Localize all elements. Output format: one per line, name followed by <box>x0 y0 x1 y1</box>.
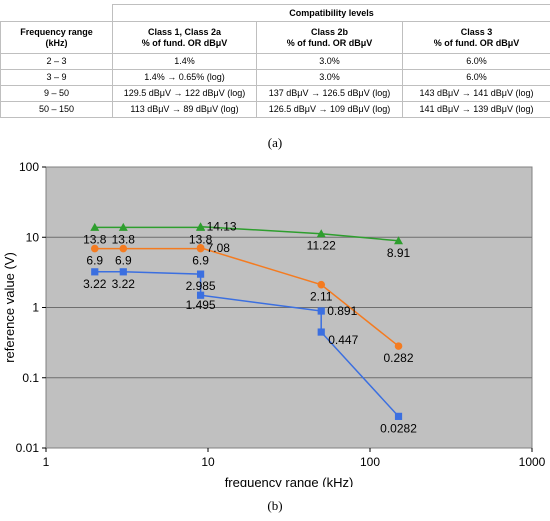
data-label: 3.22 <box>112 277 136 291</box>
table-cell: 141 dBμV → 139 dBμV (log) <box>402 101 550 118</box>
y-tick-label: 1 <box>32 301 39 315</box>
table-cell: 3.0% <box>256 53 403 70</box>
table-corner <box>0 4 113 22</box>
column-header-line1: Class 1, Class 2a <box>147 26 222 37</box>
data-point <box>317 328 325 336</box>
table-cell: 1.4% <box>112 53 257 70</box>
data-point <box>316 229 326 238</box>
range-cell: 2 – 3 <box>0 53 113 70</box>
data-label: 3.22 <box>83 277 107 291</box>
range-cell: 3 – 9 <box>0 69 113 86</box>
range-cell: 50 – 150 <box>0 101 113 118</box>
table-cell: 143 dBμV → 141 dBμV (log) <box>402 85 550 102</box>
data-point <box>196 270 205 278</box>
column-header: Class 1, Class 2a % of fund. OR dBμV <box>112 21 257 54</box>
data-label: 6.9 <box>115 254 132 268</box>
data-point <box>119 244 128 253</box>
data-point <box>317 280 326 289</box>
table-cell: 126.5 dBμV → 109 dBμV (log) <box>256 101 403 118</box>
column-header: Class 2b % of fund. OR dBμV <box>256 21 403 54</box>
data-point <box>394 412 403 420</box>
data-label: 13.8 <box>189 232 213 246</box>
y-tick-label: 10 <box>26 230 40 244</box>
data-label: 7.08 <box>207 241 231 255</box>
column-header-line1: Class 2b <box>310 26 349 37</box>
data-point <box>196 222 206 231</box>
data-label: 1.495 <box>186 298 216 312</box>
data-label: 11.22 <box>307 239 336 253</box>
column-header-line1: Class 3 <box>460 26 493 37</box>
column-header-line2: % of fund. OR dBμV <box>286 37 373 48</box>
compatibility-table: Compatibility levels Frequency range (kH… <box>0 4 550 118</box>
row-header: Frequency range (kHz) <box>0 21 113 54</box>
y-axis-title: reference value (V) <box>2 252 17 363</box>
table-row: 2 – 3 1.4% 3.0% 6.0% <box>0 53 550 70</box>
data-label: 6.9 <box>86 254 103 268</box>
data-label: 0.891 <box>327 304 357 318</box>
x-tick-label: 1 <box>43 455 50 469</box>
data-label: 6.9 <box>192 254 209 268</box>
data-point <box>196 291 205 299</box>
data-label: 2.985 <box>186 279 216 293</box>
group-header: Compatibility levels <box>112 4 550 22</box>
data-point <box>394 236 404 245</box>
data-label: 2.11 <box>310 290 333 304</box>
table-cell: 3.0% <box>256 69 403 86</box>
x-axis-title: frequency range (kHz) <box>225 475 354 487</box>
column-header-line2: % of fund. OR dBμV <box>141 37 228 48</box>
data-label: 13.8 <box>112 232 136 246</box>
column-header-line2: % of fund. OR dBμV <box>433 37 520 48</box>
row-header-line1: Frequency range <box>20 26 93 37</box>
data-label: 14.13 <box>207 220 237 234</box>
data-label: 8.91 <box>387 246 411 260</box>
x-tick-label: 10 <box>201 455 215 469</box>
caption-a: (a) <box>267 135 283 150</box>
table-cell: 129.5 dBμV → 122 dBμV (log) <box>112 85 257 102</box>
data-point <box>90 222 100 231</box>
row-header-line2: (kHz) <box>45 37 68 48</box>
table-row: 9 – 50 129.5 dBμV → 122 dBμV (log) 137 d… <box>0 85 550 102</box>
data-point <box>394 342 403 350</box>
data-point <box>317 307 325 315</box>
table-cell: 113 dBμV → 89 dBμV (log) <box>112 101 257 118</box>
table-cell: 6.0% <box>402 53 550 70</box>
data-label: 13.8 <box>83 232 107 246</box>
table-cell: 6.0% <box>402 69 550 86</box>
range-cell: 9 – 50 <box>0 85 113 102</box>
data-point <box>119 268 127 276</box>
data-label: 0.447 <box>328 333 358 347</box>
reference-value-chart: 0.01 0.1 1 10 100 1 10 100 1000 frequency range (… <box>2 160 546 487</box>
data-point <box>91 268 99 276</box>
data-label: 0.0282 <box>380 421 417 435</box>
x-tick-label: 1000 <box>519 455 546 469</box>
data-point <box>118 222 128 231</box>
data-point <box>196 243 205 252</box>
table-cell: 137 dBμV → 126.5 dBμV (log) <box>256 85 403 102</box>
data-point <box>90 244 99 253</box>
caption-b: (b) <box>267 498 283 513</box>
column-header: Class 3 % of fund. OR dBμV <box>402 21 550 54</box>
data-label: 0.282 <box>384 351 414 365</box>
table-row: 50 – 150 113 dBμV → 89 dBμV (log) 126.5 … <box>0 101 550 118</box>
y-tick-label: 0.1 <box>22 371 39 385</box>
table-cell: 1.4% → 0.65% (log) <box>112 69 257 86</box>
table-row: 3 – 9 1.4% → 0.65% (log) 3.0% 6.0% <box>0 69 550 86</box>
y-tick-label: 100 <box>19 160 39 174</box>
y-tick-label: 0.01 <box>16 441 40 455</box>
x-tick-label: 100 <box>360 455 380 469</box>
